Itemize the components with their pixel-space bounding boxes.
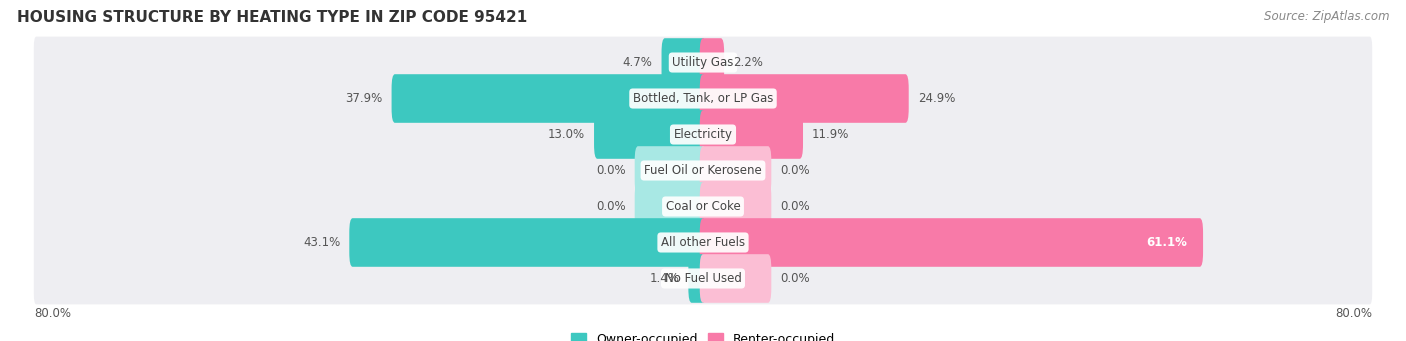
Text: Source: ZipAtlas.com: Source: ZipAtlas.com — [1264, 10, 1389, 23]
FancyBboxPatch shape — [700, 146, 772, 195]
FancyBboxPatch shape — [34, 181, 1372, 233]
Text: 0.0%: 0.0% — [780, 272, 810, 285]
FancyBboxPatch shape — [34, 145, 1372, 196]
Text: 2.2%: 2.2% — [733, 56, 763, 69]
Text: 61.1%: 61.1% — [1147, 236, 1188, 249]
Text: Coal or Coke: Coal or Coke — [665, 200, 741, 213]
FancyBboxPatch shape — [634, 182, 706, 231]
FancyBboxPatch shape — [34, 217, 1372, 268]
Text: 13.0%: 13.0% — [548, 128, 585, 141]
FancyBboxPatch shape — [34, 73, 1372, 124]
FancyBboxPatch shape — [700, 74, 908, 123]
FancyBboxPatch shape — [700, 110, 803, 159]
Text: HOUSING STRUCTURE BY HEATING TYPE IN ZIP CODE 95421: HOUSING STRUCTURE BY HEATING TYPE IN ZIP… — [17, 10, 527, 25]
Text: 11.9%: 11.9% — [811, 128, 849, 141]
FancyBboxPatch shape — [700, 38, 724, 87]
Text: 0.0%: 0.0% — [596, 200, 626, 213]
Text: 1.4%: 1.4% — [650, 272, 679, 285]
FancyBboxPatch shape — [34, 36, 1372, 88]
Text: 0.0%: 0.0% — [596, 164, 626, 177]
FancyBboxPatch shape — [689, 254, 706, 303]
Text: 0.0%: 0.0% — [780, 164, 810, 177]
FancyBboxPatch shape — [700, 218, 1204, 267]
Text: 24.9%: 24.9% — [918, 92, 955, 105]
Text: 43.1%: 43.1% — [304, 236, 340, 249]
Text: 0.0%: 0.0% — [780, 200, 810, 213]
FancyBboxPatch shape — [34, 108, 1372, 160]
Text: Electricity: Electricity — [673, 128, 733, 141]
Text: Utility Gas: Utility Gas — [672, 56, 734, 69]
FancyBboxPatch shape — [349, 218, 706, 267]
FancyBboxPatch shape — [700, 254, 772, 303]
FancyBboxPatch shape — [595, 110, 706, 159]
Text: Fuel Oil or Kerosene: Fuel Oil or Kerosene — [644, 164, 762, 177]
FancyBboxPatch shape — [392, 74, 706, 123]
Text: No Fuel Used: No Fuel Used — [665, 272, 741, 285]
Legend: Owner-occupied, Renter-occupied: Owner-occupied, Renter-occupied — [567, 328, 839, 341]
FancyBboxPatch shape — [34, 253, 1372, 305]
FancyBboxPatch shape — [634, 146, 706, 195]
Text: All other Fuels: All other Fuels — [661, 236, 745, 249]
Text: 4.7%: 4.7% — [623, 56, 652, 69]
Text: Bottled, Tank, or LP Gas: Bottled, Tank, or LP Gas — [633, 92, 773, 105]
FancyBboxPatch shape — [700, 182, 772, 231]
Text: 37.9%: 37.9% — [346, 92, 382, 105]
FancyBboxPatch shape — [662, 38, 706, 87]
